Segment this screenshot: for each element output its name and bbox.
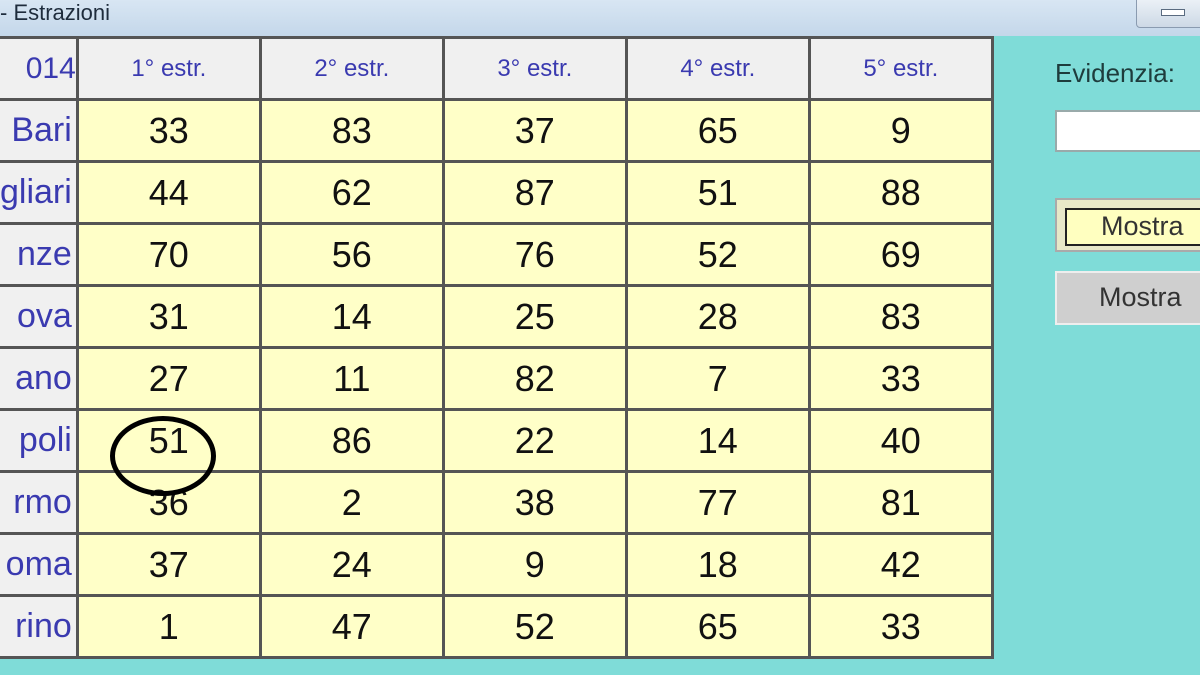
header-row: 014 1° estr. 2° estr. 3° estr. 4° estr. 5° e…: [0, 36, 994, 101]
number-cell: 14: [624, 408, 811, 473]
column-header: 1° estr.: [75, 36, 262, 101]
number-cell: 52: [624, 222, 811, 287]
number-cell: 40: [807, 408, 994, 473]
number-cell: 33: [807, 594, 994, 659]
column-header: 4° estr.: [624, 36, 811, 101]
number-cell: 27: [75, 346, 262, 411]
number-cell: 37: [75, 532, 262, 597]
mostra-button-1-label: Mostra: [1065, 208, 1200, 246]
mostra-button-1[interactable]: Mostra: [1055, 198, 1200, 252]
column-header: 3° estr.: [441, 36, 628, 101]
number-cell: 47: [258, 594, 445, 659]
number-cell: 2: [258, 470, 445, 535]
minimize-button[interactable]: [1136, 0, 1200, 28]
number-cell: 52: [441, 594, 628, 659]
number-cell: 76: [441, 222, 628, 287]
year-header: 014: [0, 36, 79, 101]
evidenzia-label: Evidenzia:: [1055, 58, 1175, 88]
evidenzia-input[interactable]: [1055, 110, 1200, 152]
city-cell: poli: [0, 408, 79, 473]
number-cell: 33: [75, 98, 262, 163]
number-cell: 9: [807, 98, 994, 163]
number-cell: 25: [441, 284, 628, 349]
number-cell: 51: [624, 160, 811, 225]
city-cell: rino: [0, 594, 79, 659]
column-header: 5° estr.: [807, 36, 994, 101]
number-cell: 81: [807, 470, 994, 535]
number-cell: 28: [624, 284, 811, 349]
number-cell: 56: [258, 222, 445, 287]
number-cell: 42: [807, 532, 994, 597]
city-cell: gliari: [0, 160, 79, 225]
number-cell: 1: [75, 594, 262, 659]
table-row: gliari 44 62 87 51 88: [0, 160, 994, 225]
number-cell: 18: [624, 532, 811, 597]
city-cell: ova: [0, 284, 79, 349]
table-row: rmo 36 2 38 77 81: [0, 470, 994, 535]
table-row: ova 31 14 25 28 83: [0, 284, 994, 349]
number-cell: 9: [441, 532, 628, 597]
number-cell: 37: [441, 98, 628, 163]
city-cell: oma: [0, 532, 79, 597]
column-header: 2° estr.: [258, 36, 445, 101]
table-row: oma 37 24 9 18 42: [0, 532, 994, 597]
city-cell: ano: [0, 346, 79, 411]
results-table: 014 1° estr. 2° estr. 3° estr. 4° estr. 5° e…: [0, 36, 994, 659]
number-cell: 86: [258, 408, 445, 473]
city-cell: Bari: [0, 98, 79, 163]
number-cell: 82: [441, 346, 628, 411]
number-cell: 88: [807, 160, 994, 225]
number-cell: 11: [258, 346, 445, 411]
number-cell: 14: [258, 284, 445, 349]
window-title: - Estrazioni: [0, 0, 111, 25]
number-cell: 24: [258, 532, 445, 597]
number-cell: 44: [75, 160, 262, 225]
number-cell: 65: [624, 594, 811, 659]
title-bar: - Estrazioni: [0, 0, 1200, 36]
table-row: poli 51 86 22 14 40: [0, 408, 994, 473]
highlight-circle: [110, 416, 216, 496]
city-cell: nze: [0, 222, 79, 287]
number-cell: 69: [807, 222, 994, 287]
city-cell: rmo: [0, 470, 79, 535]
table-row: Bari 33 83 37 65 9: [0, 98, 994, 163]
number-cell: 62: [258, 160, 445, 225]
table-row: nze 70 56 76 52 69: [0, 222, 994, 287]
table-row: rino 1 47 52 65 33: [0, 594, 994, 659]
minimize-icon: [1161, 9, 1185, 16]
number-cell: 87: [441, 160, 628, 225]
number-cell: 83: [807, 284, 994, 349]
mostra-button-2[interactable]: Mostra: [1055, 271, 1200, 325]
number-cell: 70: [75, 222, 262, 287]
number-cell: 38: [441, 470, 628, 535]
number-cell: 77: [624, 470, 811, 535]
number-cell: 65: [624, 98, 811, 163]
number-cell: 33: [807, 346, 994, 411]
table-row: ano 27 11 82 7 33: [0, 346, 994, 411]
number-cell: 31: [75, 284, 262, 349]
number-cell: 22: [441, 408, 628, 473]
number-cell: 7: [624, 346, 811, 411]
number-cell: 83: [258, 98, 445, 163]
